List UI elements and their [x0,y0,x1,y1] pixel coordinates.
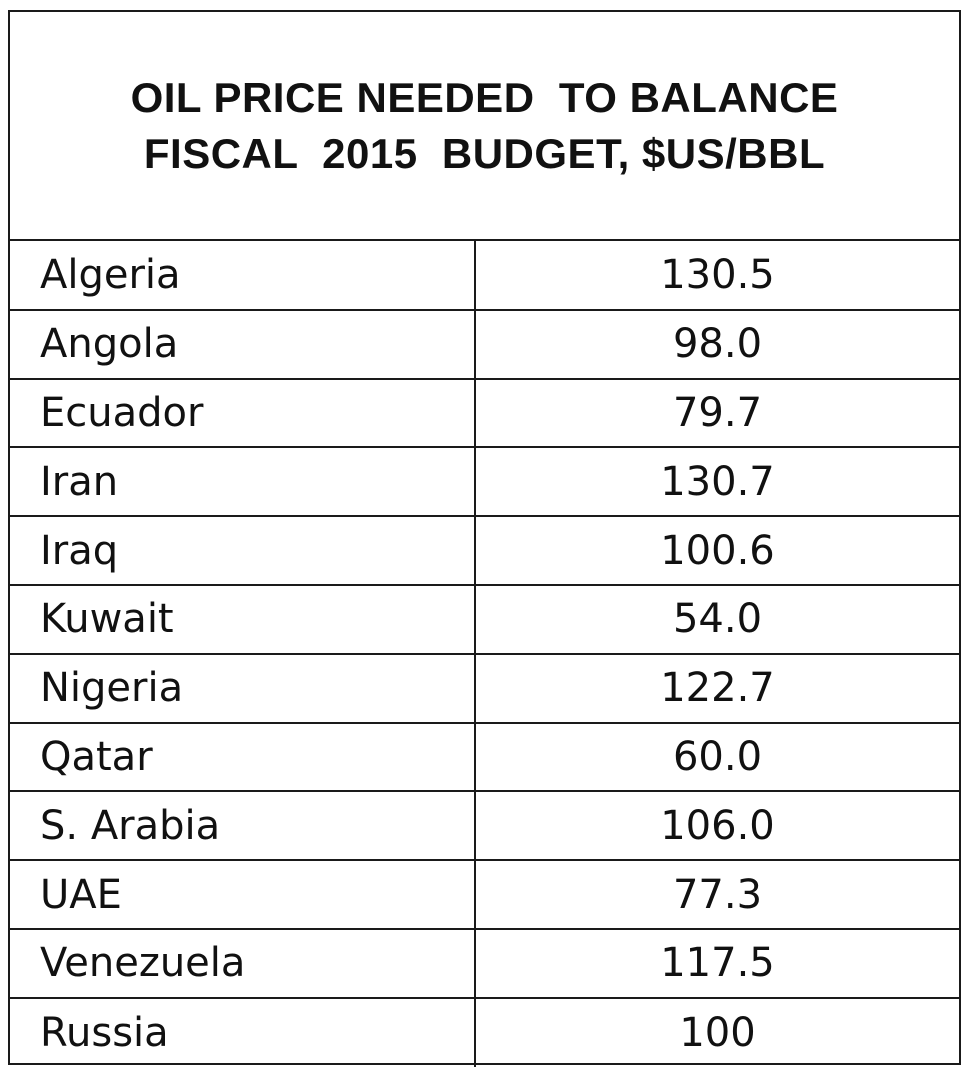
country-cell: Kuwait [10,584,476,655]
country-cell: Iran [10,447,476,518]
value-cell: 60.0 [475,722,959,793]
value-cell: 79.7 [475,378,959,449]
table-row: Venezuela 117.5 [10,928,959,999]
value-cell: 130.5 [475,241,959,311]
value-cell: 117.5 [475,928,959,999]
title-line-2: FISCAL 2015 BUDGET, $US/BBL [143,129,826,177]
table-row: Angola 98.0 [10,309,959,380]
value-cell: 106.0 [475,791,959,862]
title-line-1: OIL PRICE NEEDED TO BALANCE [130,73,839,121]
table-row: Qatar 60.0 [10,722,959,793]
table-row: Russia 100 [10,997,959,1067]
country-cell: UAE [10,860,476,930]
data-table: Algeria 130.5 Angola 98.0 Ecuador 79.7 Iran 130… [10,241,959,1067]
table-row: Iran 130.7 [10,447,959,518]
country-cell: Ecuador [10,378,476,449]
table-row: UAE 77.3 [10,860,959,930]
table-row: Iraq 100.6 [10,516,959,586]
value-cell: 98.0 [475,309,959,380]
table-row: Nigeria 122.7 [10,653,959,724]
table-row: Kuwait 54.0 [10,584,959,655]
table-row: Ecuador 79.7 [10,378,959,449]
table-row: S. Arabia 106.0 [10,791,959,862]
value-cell: 122.7 [475,653,959,724]
table-body: Algeria 130.5 Angola 98.0 Ecuador 79.7 Iran 130… [10,241,959,1067]
country-cell: Nigeria [10,653,476,724]
country-cell: Algeria [10,241,476,311]
value-cell: 100.6 [475,516,959,586]
country-cell: Qatar [10,722,476,793]
country-cell: Russia [10,997,476,1067]
value-cell: 130.7 [475,447,959,518]
table-frame: OIL PRICE NEEDED TO BALANCE FISCAL 2015 … [8,10,961,1067]
country-cell: Venezuela [10,928,476,999]
value-cell: 77.3 [475,860,959,930]
table-row: Algeria 130.5 [10,241,959,311]
country-cell: Angola [10,309,476,380]
value-cell: 100 [679,1009,756,1056]
country-cell: Iraq [10,516,476,586]
table-title: OIL PRICE NEEDED TO BALANCE FISCAL 2015 … [10,12,959,241]
value-cell: 54.0 [475,584,959,655]
country-cell: S. Arabia [10,791,476,862]
